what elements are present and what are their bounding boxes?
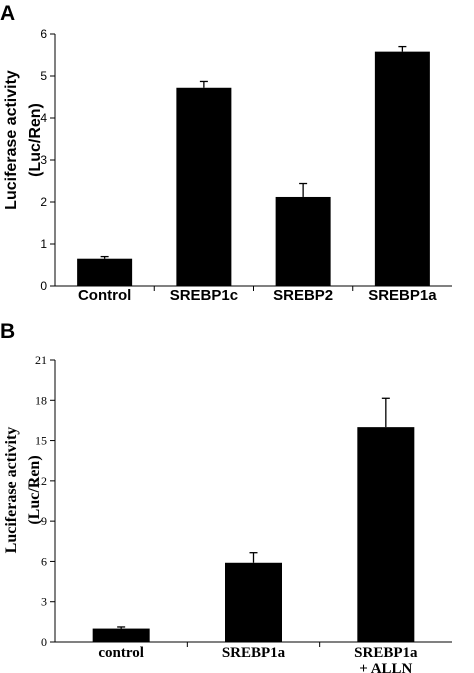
- category-label-a-2: SREBP2: [273, 287, 333, 304]
- panel-letter-b: B: [0, 320, 15, 343]
- category-label-a-3: SREBP1a: [368, 287, 437, 304]
- y-tick-label-b-3: 9: [41, 514, 47, 528]
- y-tick-label-b-4: 12: [35, 474, 47, 488]
- bar-a-0: [77, 258, 133, 286]
- y-tick-label-a-3: 3: [40, 153, 47, 167]
- category-label-a-1: SREBP1c: [170, 287, 238, 304]
- y-axis-label-a-1: (Luc/Ren): [27, 103, 44, 177]
- y-tick-label-b-7: 21: [35, 353, 47, 367]
- bar-b-1: [225, 562, 282, 642]
- y-axis-label-b-1: (Luc/Ren): [26, 455, 43, 524]
- y-tick-label-a-6: 6: [40, 27, 47, 41]
- panel-letter-a: A: [0, 2, 15, 25]
- bar-b-2: [357, 427, 415, 642]
- category-label-b-2: SREBP1a + ALLN: [354, 645, 418, 673]
- bar-a-1: [176, 87, 232, 286]
- category-label-b-1: SREBP1a: [222, 645, 286, 661]
- y-tick-label-b-6: 18: [35, 393, 47, 407]
- category-label-a-0: Control: [78, 287, 131, 304]
- y-tick-label-a-4: 4: [40, 111, 47, 125]
- y-axis-label-a-0: Luciferase activity: [3, 70, 20, 210]
- chart-panel-a: A 0 1 2 3 4 5 6 Control SREBP1c SREBP2 SREBP1a Luci…: [0, 2, 452, 304]
- bar-a-2: [275, 196, 331, 286]
- y-axis-label-b-0: Luciferase activity: [3, 427, 20, 554]
- y-tick-label-b-5: 15: [35, 434, 47, 448]
- chart-panel-b: B 0 3 6 9 12 15 18 21 control SREBP1a SREBP1a + ALL…: [0, 320, 452, 673]
- bar-a-3: [374, 51, 430, 286]
- y-tick-label-b-2: 6: [41, 554, 47, 568]
- y-tick-label-a-0: 0: [40, 279, 47, 293]
- y-tick-label-a-5: 5: [40, 69, 47, 83]
- y-tick-label-b-0: 0: [41, 635, 47, 649]
- y-tick-label-b-1: 3: [41, 595, 47, 609]
- y-tick-label-a-2: 2: [40, 195, 47, 209]
- y-tick-label-a-1: 1: [40, 237, 47, 251]
- bar-b-0: [92, 628, 150, 642]
- category-label-b-0: control: [98, 645, 144, 661]
